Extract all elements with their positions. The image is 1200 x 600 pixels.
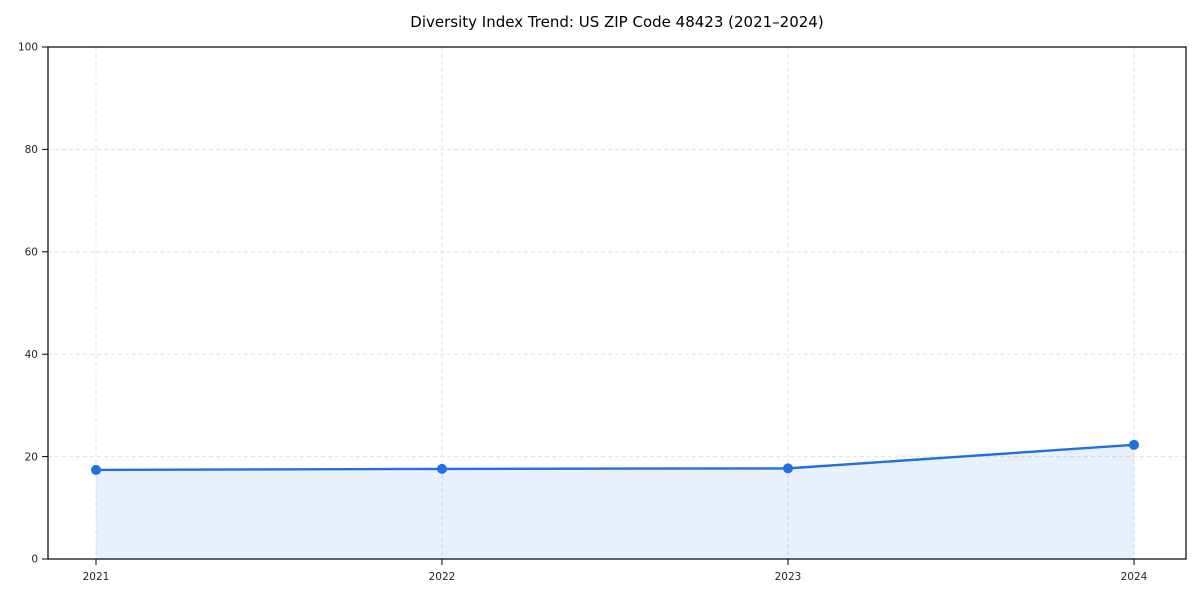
- x-tick-label-2023: 2023: [775, 571, 802, 583]
- x-tick-label-2021: 2021: [83, 571, 110, 583]
- data-point-2024: [1129, 439, 1139, 450]
- y-tick-label-60: 60: [25, 247, 38, 259]
- x-axis-labels: 2021 2022 2023 2024: [83, 571, 1148, 583]
- area-fill: [96, 444, 1134, 559]
- data-point-2021: [91, 464, 101, 475]
- y-tick-label-40: 40: [25, 349, 38, 361]
- y-tick-label-80: 80: [25, 144, 38, 156]
- axis-ticks: [42, 46, 1135, 565]
- x-tick-label-2022: 2022: [429, 571, 456, 583]
- y-tick-label-100: 100: [18, 42, 38, 54]
- trend-line: [94, 443, 1136, 472]
- x-tick-label-2024: 2024: [1121, 571, 1148, 583]
- y-tick-label-0: 0: [31, 554, 38, 566]
- area-under-line: [96, 444, 1134, 559]
- y-tick-label-20: 20: [25, 451, 38, 463]
- plot-frame: [47, 46, 1187, 560]
- data-point-2023: [783, 463, 793, 474]
- chart-title: Diversity Index Trend: US ZIP Code 48423…: [410, 13, 824, 31]
- y-axis-labels: 0 20 40 60 80 100: [18, 42, 38, 566]
- data-points: [91, 439, 1139, 475]
- data-point-2022: [437, 463, 447, 474]
- line-series: [94, 443, 1136, 472]
